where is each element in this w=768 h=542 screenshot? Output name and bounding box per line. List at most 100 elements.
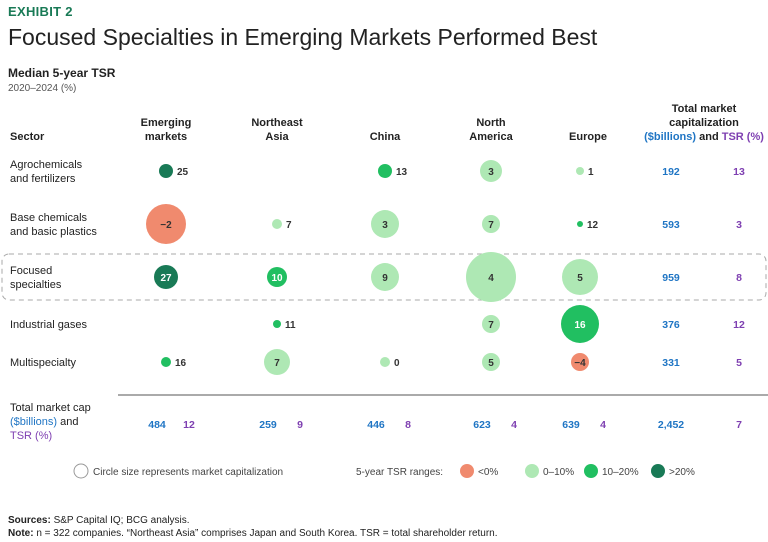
row-total-tsr-3: 12 [733,319,745,331]
sources-text: S&P Capital IQ; BCG analysis. [53,515,190,526]
chart-subtitle: Median 5-year TSR [8,66,116,80]
bubble-r4-c0 [161,357,171,367]
legend-range-label-0: <0% [478,467,498,478]
column-header-2-line-0: China [370,131,401,143]
bubble-label-r2-c3: 4 [488,273,494,284]
bubble-label-r4-c1: 7 [274,358,280,369]
row-label-3-line-0: Industrial gases [10,319,88,331]
bubble-r0-c0 [159,164,173,178]
row-total-tsr-1: 3 [736,219,742,231]
totals-label-line-1: ($billions) and [10,416,79,428]
bubble-r1-c4 [577,221,583,227]
bubble-r0-c4 [576,167,584,175]
bubble-r2-c4 [562,259,598,295]
legend-range-label-3: >20% [669,467,695,478]
bubble-label-r1-c2: 3 [382,220,388,231]
totals-label-line-2: TSR (%) [10,430,52,442]
bubble-label-r3-c3: 7 [488,320,494,331]
column-header-0-line-1: markets [145,131,187,143]
totals-tsr-0: 12 [183,419,195,431]
total-header-line-1: capitalization [669,117,739,129]
highlight-box-focused-specialties [1,253,767,301]
totals-cap-3: 623 [473,419,491,431]
total-header-part-3: (%) [744,131,765,143]
total-header-part-2: TSR [722,131,744,143]
totals-cap-2: 446 [367,419,385,431]
row-header-sector: Sector [10,131,45,143]
sources-label: Sources: [8,515,51,526]
totals-cap-1: 259 [259,419,277,431]
bubble-label-r4-c2: 0 [394,358,400,369]
bubble-r1-c2 [371,210,399,238]
row-label-0-line-1: and fertilizers [10,173,76,185]
row-label-4-line-0: Multispecialty [10,357,77,369]
note-line: Note: n = 322 companies. “Northeast Asia… [8,527,498,540]
row-total-tsr-2: 8 [736,272,742,284]
totals-grand-cap: 2,452 [658,419,684,431]
row-label-0-line-0: Agrochemicals [10,159,83,171]
bubble-label-r2-c0: 27 [160,273,172,284]
row-label-1-line-0: Base chemicals [10,212,88,224]
bubble-label-r2-c4: 5 [577,273,583,284]
legend-swatch-2 [584,464,598,478]
bubble-label-r0-c2: 13 [396,167,408,178]
bubble-r1-c0 [146,204,186,244]
bubble-label-r4-c0: 16 [175,358,187,369]
chart-period: 2020–2024 (%) [8,83,77,94]
legend-size-circle [73,463,89,479]
total-header-part-0: ($billions) [644,131,696,143]
bubble-label-r1-c4: 12 [587,220,599,231]
bubble-label-r2-c2: 9 [382,273,388,284]
bubble-r3-c3 [482,315,500,333]
column-header-1-line-0: Northeast [251,117,303,129]
row-total-cap-1: 593 [662,219,680,231]
totals-tsr-4: 4 [600,419,606,431]
chart-title: Focused Specialties in Emerging Markets … [8,24,598,50]
row-total-tsr-4: 5 [736,357,742,369]
row-total-tsr-0: 13 [733,166,745,178]
bubble-label-r2-c1: 10 [271,273,283,284]
bubble-r1-c1 [272,219,282,229]
legend-size-note: Circle size represents market capitaliza… [93,467,283,478]
totals-cap-4: 639 [562,419,580,431]
total-header-part-1: and [696,131,722,143]
totals-tsr-1: 9 [297,419,303,431]
totals-label-part-0: ($billions) [10,416,57,428]
bubble-r4-c4 [571,353,589,371]
column-header-3-line-0: North [476,117,506,129]
legend-range-label-2: 10–20% [602,467,639,478]
bubble-label-r1-c3: 7 [488,220,494,231]
column-header-1-line-1: Asia [265,131,289,143]
column-header-3-line-1: America [469,131,513,143]
sources-line: Sources: S&P Capital IQ; BCG analysis. [8,514,498,527]
bubble-r3-c1 [273,320,281,328]
bubble-label-r3-c1: 11 [285,320,296,331]
total-header-line-0: Total market [672,103,737,115]
legend-swatch-3 [651,464,665,478]
row-label-2-line-0: Focused [10,265,52,277]
totals-tsr-3: 4 [511,419,517,431]
legend-swatch-1 [525,464,539,478]
bubble-table-chart: Sector Emerging markets Northeast Asia China N… [1,103,768,479]
exhibit-label: EXHIBIT 2 [8,4,73,19]
total-header-line-2: ($billions) and TSR (%) [644,131,764,143]
row-label-2-line-1: specialties [10,279,62,291]
totals-label-part-1: and [57,416,78,428]
bubble-r0-c2 [378,164,392,178]
bubble-label-r1-c0: −2 [160,220,172,231]
bubble-label-r0-c3: 3 [488,167,494,178]
bubble-r0-c3 [480,160,502,182]
legend-range-label-1: 0–10% [543,467,574,478]
row-total-cap-2: 959 [662,272,680,284]
legend-swatch-0 [460,464,474,478]
note-label: Note: [8,528,34,539]
bubble-r2-c0 [154,265,178,289]
bubble-label-r1-c1: 7 [286,220,292,231]
row-total-cap-4: 331 [662,357,680,369]
totals-label-line-0: Total market cap [10,402,91,414]
bubble-label-r3-c4: 16 [574,320,586,331]
bubble-r3-c4 [561,305,599,343]
bubble-label-r0-c4: 1 [588,167,594,178]
bubble-label-r4-c4: −4 [574,358,586,369]
totals-tsr-2: 8 [405,419,411,431]
